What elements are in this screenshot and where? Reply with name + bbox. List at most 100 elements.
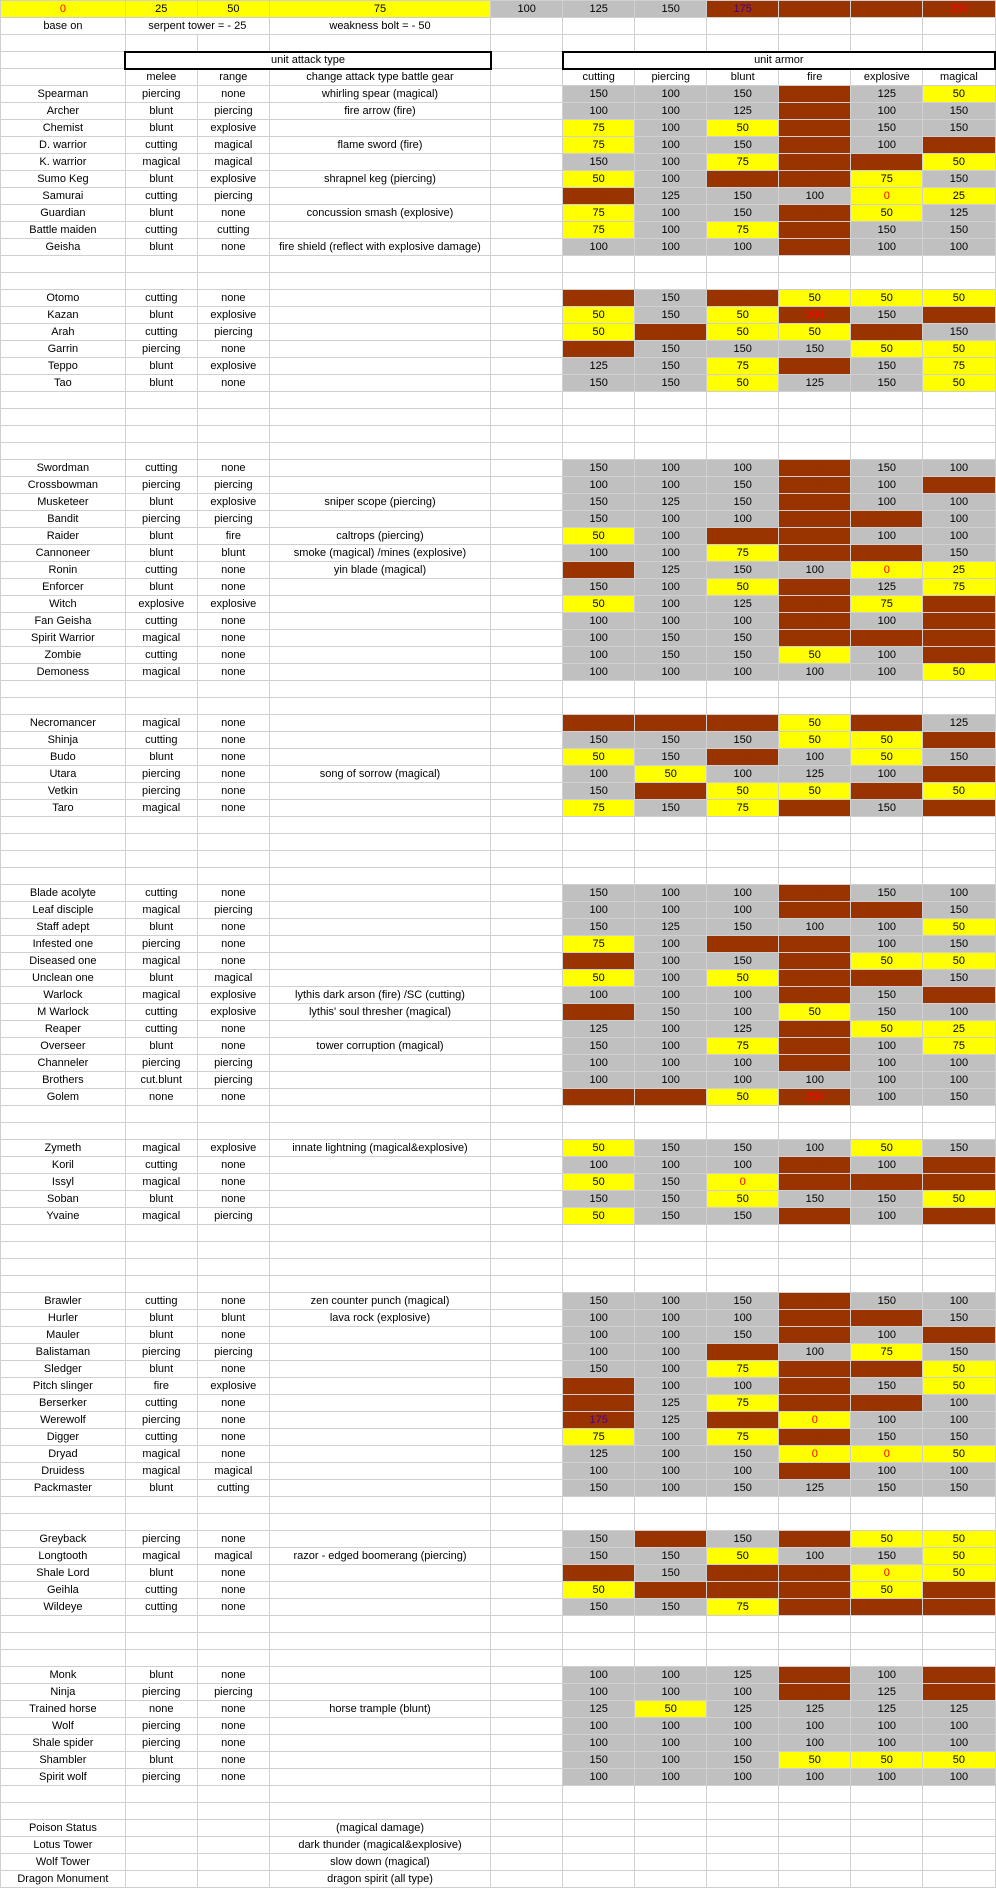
armor-value: 150 — [923, 936, 995, 953]
armor-value: 100 — [923, 528, 995, 545]
armor-value: 150 — [851, 885, 923, 902]
unit-row: Dragon Monumentdragon spirit (all type) — [1, 1871, 996, 1888]
unit-melee: piercing — [125, 1412, 197, 1429]
armor-value: 100 — [851, 936, 923, 953]
armor-value: 150 — [563, 783, 635, 800]
armor-value: 125 — [707, 1667, 779, 1684]
unit-name: Shale spider — [1, 1735, 126, 1752]
armor-value: 75 — [563, 120, 635, 137]
armor-group-header: unit armor — [563, 52, 995, 69]
unit-melee: magical — [125, 1548, 197, 1565]
armor-value: 75 — [851, 596, 923, 613]
unit-name: M Warlock — [1, 1004, 126, 1021]
armor-value: 150 — [563, 732, 635, 749]
armor-value: 100 — [923, 1293, 995, 1310]
unit-range: none — [197, 1395, 269, 1412]
unit-range: piercing — [197, 902, 269, 919]
armor-value: 150 — [707, 1140, 779, 1157]
unit-gear — [269, 1157, 490, 1174]
unit-row: Dryadmagicalnone1251001500050 — [1, 1446, 996, 1463]
armor-value: 50 — [707, 324, 779, 341]
unit-name: Ronin — [1, 562, 126, 579]
unit-range: none — [197, 1361, 269, 1378]
header-gear: change attack type battle gear — [269, 69, 490, 86]
armor-value: 50 — [707, 375, 779, 392]
armor-value: 150 — [923, 103, 995, 120]
armor-value: 100 — [707, 1072, 779, 1089]
unit-name: Sumo Keg — [1, 171, 126, 188]
unit-row: Kazanbluntexplosive5015050200150200 — [1, 307, 996, 324]
unit-name: Wolf Tower — [1, 1854, 126, 1871]
blank-row — [1, 1123, 996, 1140]
armor-value: 100 — [563, 1327, 635, 1344]
unit-gear: smoke (magical) /mines (explosive) — [269, 545, 490, 562]
armor-value: 100 — [635, 1055, 707, 1072]
unit-row: Sumo Kegbluntexplosiveshrapnel keg (pier… — [1, 171, 996, 188]
unit-name: Teppo — [1, 358, 126, 375]
armor-value: 125 — [851, 1684, 923, 1701]
armor-value: 200 — [779, 1667, 851, 1684]
armor-value: 100 — [563, 239, 635, 256]
unit-gear — [269, 1582, 490, 1599]
unit-gear: flame sword (fire) — [269, 137, 490, 154]
unit-name: Arah — [1, 324, 126, 341]
unit-gear — [269, 188, 490, 205]
unit-name: Soban — [1, 1191, 126, 1208]
unit-name: Tao — [1, 375, 126, 392]
armor-value: 150 — [707, 1531, 779, 1548]
armor-value: 125 — [635, 494, 707, 511]
armor-value: 100 — [851, 613, 923, 630]
armor-value: 150 — [923, 902, 995, 919]
unit-name: Monk — [1, 1667, 126, 1684]
armor-value: 125 — [635, 188, 707, 205]
unit-melee: cutting — [125, 885, 197, 902]
armor-value: 200 — [923, 647, 995, 664]
armor-value: 200 — [779, 1293, 851, 1310]
attack-group-header: unit attack type — [125, 52, 490, 69]
armor-value: 50 — [779, 647, 851, 664]
armor-value: 150 — [635, 1565, 707, 1582]
unit-row: Necromancermagicalnone20020020050200125 — [1, 715, 996, 732]
armor-value: 200 — [779, 579, 851, 596]
armor-value: 200 — [707, 290, 779, 307]
unit-range: none — [197, 341, 269, 358]
unit-gear — [269, 1446, 490, 1463]
armor-value: 200 — [635, 1582, 707, 1599]
armor-value: 125 — [707, 596, 779, 613]
unit-gear — [269, 460, 490, 477]
armor-value: 100 — [923, 1718, 995, 1735]
armor-value: 200 — [779, 630, 851, 647]
unit-name: Brothers — [1, 1072, 126, 1089]
header-fire: fire — [779, 69, 851, 86]
unit-range: magical — [197, 154, 269, 171]
armor-value: 150 — [635, 358, 707, 375]
armor-value: 50 — [563, 1208, 635, 1225]
armor-value: 200 — [779, 171, 851, 188]
unit-row: Channelerpiercingpiercing100100100200100… — [1, 1055, 996, 1072]
unit-gear — [269, 919, 490, 936]
armor-value: 50 — [707, 307, 779, 324]
armor-value: 100 — [851, 1463, 923, 1480]
unit-melee: blunt — [125, 103, 197, 120]
unit-name: Geisha — [1, 239, 126, 256]
unit-melee: magical — [125, 800, 197, 817]
legend-cell-125: 125 — [563, 1, 635, 18]
unit-range: blunt — [197, 545, 269, 562]
armor-value: 200 — [779, 358, 851, 375]
unit-name: Channeler — [1, 1055, 126, 1072]
armor-value: 200 — [779, 596, 851, 613]
armor-value: 100 — [563, 987, 635, 1004]
unit-range: piercing — [197, 1072, 269, 1089]
unit-range: none — [197, 1174, 269, 1191]
unit-melee: piercing — [125, 766, 197, 783]
unit-row: Shale spiderpiercingnone1001001001001001… — [1, 1735, 996, 1752]
armor-value: 50 — [923, 953, 995, 970]
unit-melee: blunt — [125, 749, 197, 766]
armor-value: 100 — [707, 1004, 779, 1021]
armor-value: 200 — [923, 766, 995, 783]
unit-name: Taro — [1, 800, 126, 817]
armor-value: 100 — [707, 1378, 779, 1395]
unit-melee: none — [125, 1089, 197, 1106]
unit-gear — [269, 613, 490, 630]
blank-row — [1, 1616, 996, 1633]
